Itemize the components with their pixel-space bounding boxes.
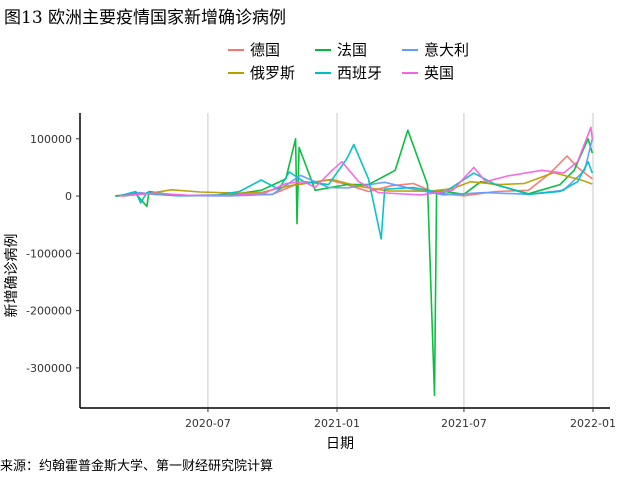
x-tick-label-3: 2022-01 bbox=[570, 417, 616, 430]
x-tick-label-0: 2020-07 bbox=[185, 417, 231, 430]
y-tick-label-3: -200000 bbox=[26, 305, 72, 318]
series-line-1 bbox=[115, 129, 594, 397]
legend-label-3: 俄罗斯 bbox=[250, 64, 295, 82]
legend-label-4: 西班牙 bbox=[337, 64, 382, 82]
chart-title: 图13 欧洲主要疫情国家新增确诊病例 bbox=[4, 8, 287, 28]
axes-layer bbox=[79, 113, 610, 409]
x-tick-label-2: 2021-07 bbox=[441, 417, 487, 430]
series-line-5 bbox=[118, 126, 594, 197]
series-layer bbox=[115, 126, 594, 397]
legend-label-1: 法国 bbox=[337, 41, 367, 59]
ticks-layer: 100000 0 -100000 -200000 -300000 2020-07 2021-… bbox=[26, 133, 616, 430]
grid-layer bbox=[207, 113, 594, 408]
legend-label-0: 德国 bbox=[250, 41, 280, 59]
legend-label-5: 英国 bbox=[424, 64, 454, 82]
x-tick-label-1: 2021-01 bbox=[314, 417, 360, 430]
y-axis-title: 新增确诊病例 bbox=[4, 234, 20, 318]
y-tick-label-4: -300000 bbox=[26, 362, 72, 375]
y-tick-label-2: -100000 bbox=[26, 247, 72, 260]
source-note: 来源：约翰霍普金斯大学、第一财经研究院计算 bbox=[0, 459, 274, 474]
y-tick-label-1: 0 bbox=[65, 190, 72, 203]
x-axis-title: 日期 bbox=[326, 436, 354, 452]
series-line-3 bbox=[122, 171, 593, 197]
legend-label-2: 意大利 bbox=[424, 41, 469, 59]
y-tick-label-0: 100000 bbox=[30, 133, 72, 146]
